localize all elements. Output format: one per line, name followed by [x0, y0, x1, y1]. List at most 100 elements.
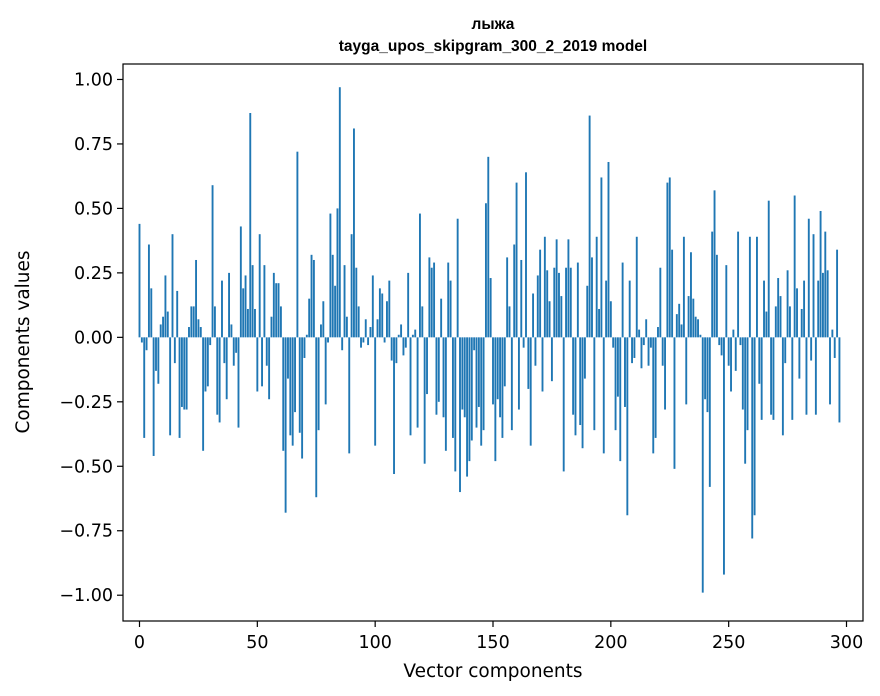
bar	[515, 182, 518, 338]
bar	[275, 283, 278, 338]
bar	[494, 337, 497, 462]
bar	[579, 337, 582, 426]
bar	[404, 337, 407, 348]
bar	[824, 231, 827, 338]
bar	[758, 337, 761, 384]
bar	[374, 337, 377, 446]
bar	[682, 236, 685, 338]
bar	[569, 267, 572, 338]
bar	[798, 337, 801, 379]
bar	[164, 275, 167, 338]
bar	[180, 337, 183, 407]
bar	[466, 337, 469, 477]
bar	[675, 314, 678, 338]
bar	[654, 337, 657, 438]
bar	[635, 236, 638, 338]
bar	[572, 337, 575, 415]
y-tick-label: −0.50	[59, 457, 113, 477]
bar	[838, 337, 841, 423]
bar	[244, 275, 247, 338]
bar	[442, 337, 445, 418]
bar	[732, 329, 735, 338]
bar	[270, 316, 273, 338]
bar	[308, 298, 311, 338]
bar	[501, 337, 504, 438]
bar	[496, 337, 499, 400]
bar	[209, 337, 212, 346]
bar	[772, 337, 775, 420]
bar	[400, 324, 403, 338]
bar	[221, 280, 223, 338]
bar	[204, 337, 207, 392]
bar	[645, 319, 648, 338]
bar	[329, 213, 332, 338]
bar	[454, 337, 457, 472]
bar	[753, 337, 756, 516]
bar	[301, 337, 304, 459]
bar	[152, 337, 155, 456]
bar	[744, 337, 747, 464]
bar	[602, 337, 605, 454]
bar	[833, 337, 836, 358]
bar	[638, 329, 641, 338]
bar	[692, 298, 695, 338]
x-axis-label: Vector components	[403, 661, 582, 682]
bar	[532, 293, 535, 338]
bar	[720, 337, 723, 356]
bar	[428, 257, 431, 338]
bar	[819, 210, 822, 338]
bar	[713, 190, 716, 338]
bar	[624, 337, 626, 407]
bar	[433, 262, 436, 338]
bar	[362, 337, 365, 343]
bar	[223, 337, 226, 364]
bar	[218, 337, 221, 423]
bar	[228, 272, 230, 338]
bar	[353, 128, 355, 338]
bar	[652, 337, 655, 454]
bar	[605, 280, 608, 338]
bar	[536, 275, 539, 338]
bar	[831, 329, 834, 338]
bar	[821, 272, 824, 338]
bar	[305, 334, 308, 338]
bar	[739, 337, 742, 346]
bar	[190, 306, 193, 338]
bar	[475, 337, 478, 428]
bar	[140, 337, 143, 343]
bar	[138, 223, 141, 338]
bar	[381, 293, 384, 338]
bar	[616, 337, 619, 397]
bar	[334, 285, 337, 338]
bar	[541, 337, 544, 392]
bar	[701, 337, 704, 593]
bar	[317, 337, 320, 431]
bar	[770, 337, 773, 415]
bar	[595, 236, 598, 338]
bar	[263, 265, 266, 338]
bar	[784, 337, 787, 364]
bar	[195, 259, 197, 338]
bar	[237, 337, 240, 428]
bar	[694, 316, 697, 338]
bar	[619, 337, 622, 462]
bar	[147, 244, 150, 338]
bar	[543, 236, 546, 338]
bar	[786, 270, 789, 338]
bar	[310, 254, 313, 338]
bar	[789, 306, 791, 338]
x-axis-ticks: 0 50 100 150 200 250 300	[134, 621, 863, 653]
y-tick-label: 0.50	[74, 199, 113, 219]
bar	[265, 337, 268, 366]
x-tick-label: 50	[246, 633, 268, 653]
bar	[211, 185, 214, 338]
bar	[183, 337, 186, 410]
y-axis-label: Components values	[13, 250, 34, 433]
bar	[473, 337, 476, 351]
bar	[150, 288, 153, 338]
bar	[765, 311, 768, 338]
bar	[711, 231, 714, 338]
bar	[699, 334, 702, 338]
bar	[492, 337, 494, 405]
bar	[216, 337, 219, 415]
